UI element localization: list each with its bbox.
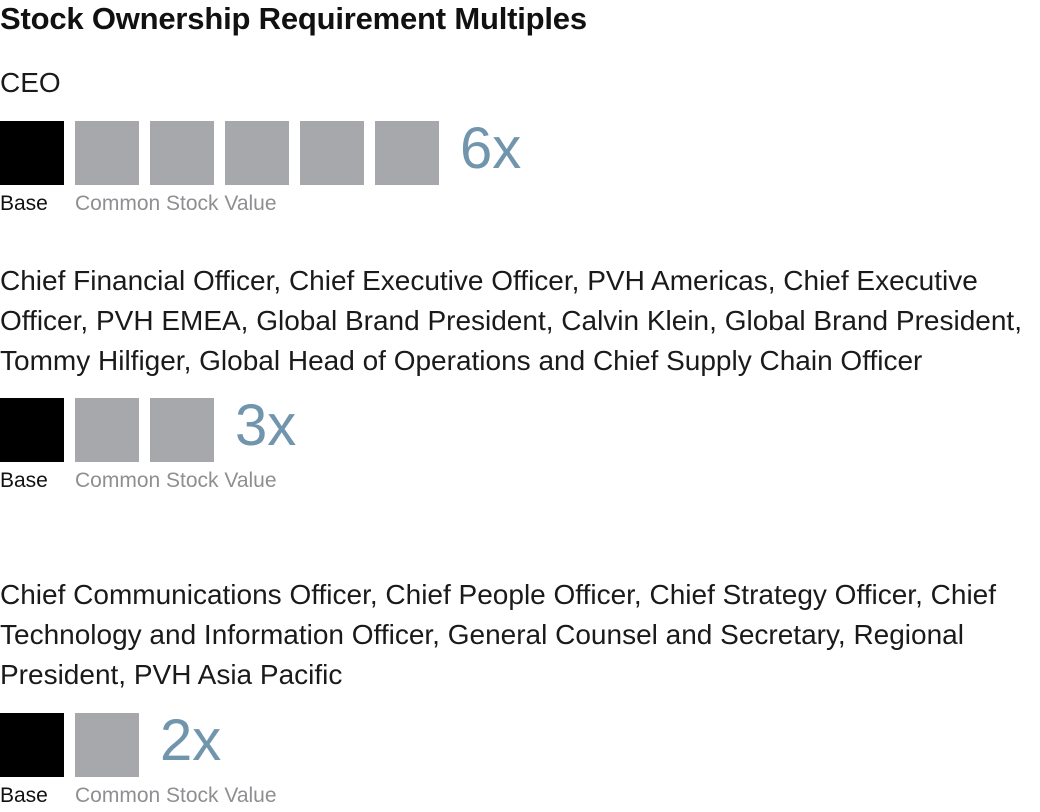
bar-legend: Base Common Stock Value <box>0 187 1040 217</box>
multiple-value-label: 2x <box>160 708 222 773</box>
multiple-bar: 2x <box>0 709 1040 779</box>
common-stock-value-label: Common Stock Value <box>75 192 277 215</box>
base-square <box>0 713 64 777</box>
group-other-officers: Chief Communications Officer, Chief Peop… <box>0 575 1040 809</box>
base-label: Base <box>0 469 48 492</box>
role-label: CEO <box>0 67 61 98</box>
base-label: Base <box>0 784 48 807</box>
chart-title: Stock Ownership Requirement Multiples <box>0 1 587 36</box>
bar-legend: Base Common Stock Value <box>0 779 1040 809</box>
common-stock-square <box>150 398 214 462</box>
multiple-bar: 3x <box>0 394 1040 464</box>
common-stock-square <box>375 121 439 185</box>
common-stock-square <box>75 121 139 185</box>
base-label: Base <box>0 192 48 215</box>
base-square <box>0 121 64 185</box>
group-cfo-and-ceo-regions: Chief Financial Officer, Chief Executive… <box>0 261 1040 494</box>
common-stock-square <box>225 121 289 185</box>
common-stock-square <box>75 713 139 777</box>
multiple-bar: 6x <box>0 117 1040 187</box>
group-ceo: CEO 6x Base Common Stock Value <box>0 63 1040 217</box>
common-stock-value-label: Common Stock Value <box>75 784 277 807</box>
common-stock-square <box>150 121 214 185</box>
base-square <box>0 398 64 462</box>
common-stock-value-label: Common Stock Value <box>75 469 277 492</box>
role-label: Chief Financial Officer, Chief Executive… <box>0 265 1022 376</box>
common-stock-square <box>75 398 139 462</box>
common-stock-square <box>300 121 364 185</box>
multiple-value-label: 6x <box>460 116 522 181</box>
role-label: Chief Communications Officer, Chief Peop… <box>0 579 997 690</box>
bar-legend: Base Common Stock Value <box>0 464 1040 494</box>
multiple-value-label: 3x <box>235 393 297 458</box>
